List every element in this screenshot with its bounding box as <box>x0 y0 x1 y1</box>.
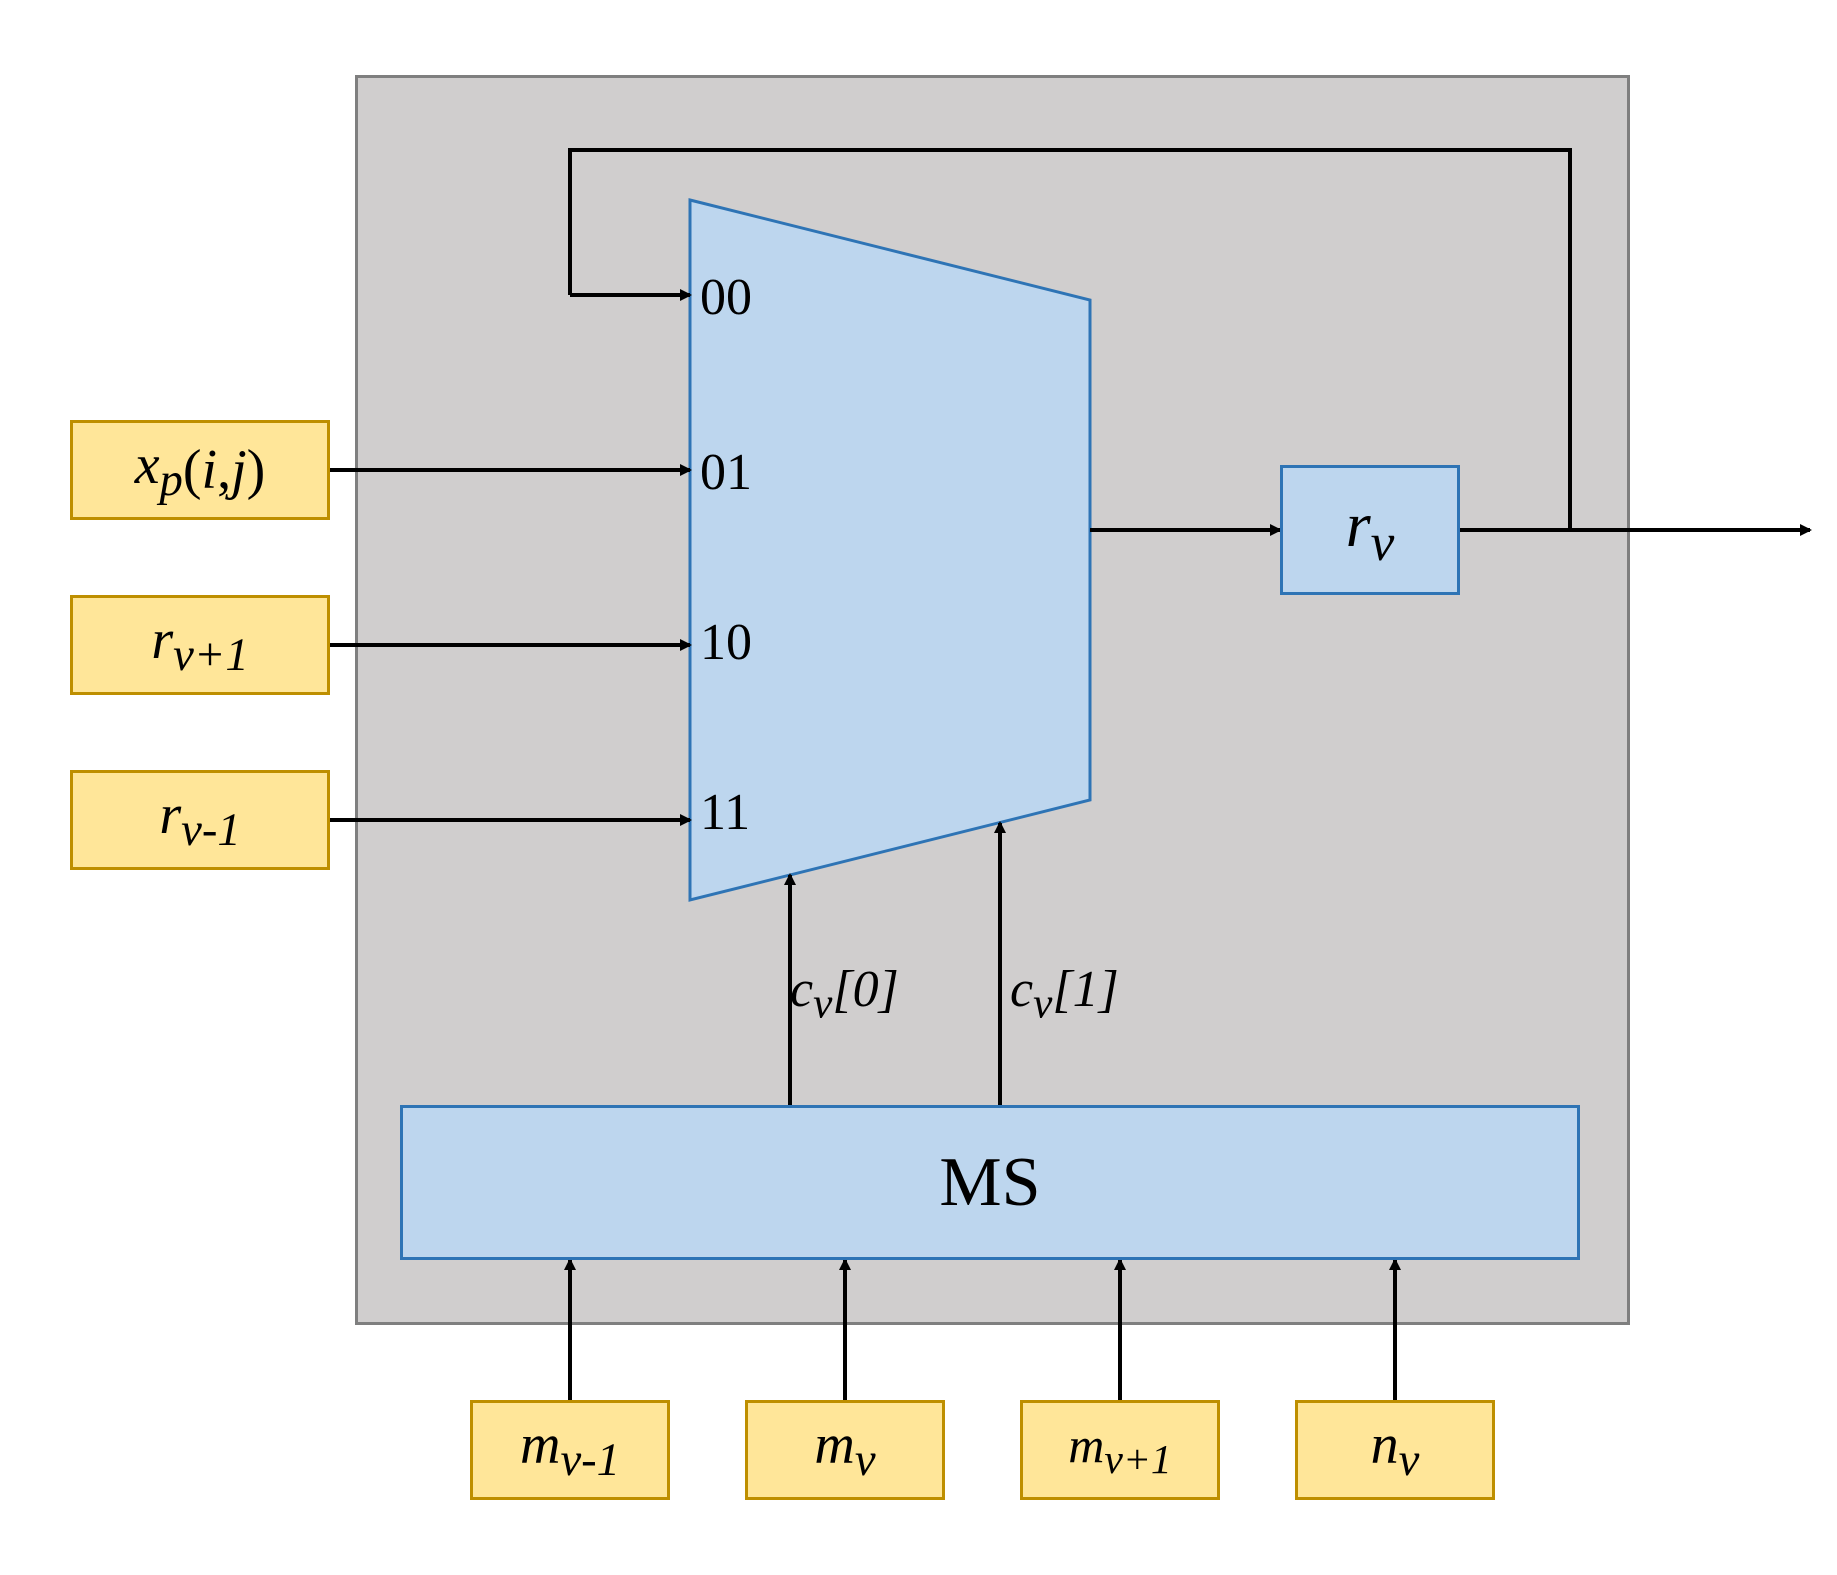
input-rvm1: rv-1 <box>70 770 330 870</box>
input-rvp1: rv+1 <box>70 595 330 695</box>
mux-in-11: 11 <box>700 783 750 842</box>
mux-in-01: 01 <box>700 443 752 502</box>
ms-block: MS <box>400 1105 1580 1260</box>
input-mvp1: mv+1 <box>1020 1400 1220 1500</box>
label-cv1: cv[1] <box>1010 960 1119 1028</box>
mux-in-00: 00 <box>700 268 752 327</box>
label-cv0: cv[0] <box>790 960 899 1028</box>
rv-register: rv <box>1280 465 1460 595</box>
input-xp: xp(i,j) <box>70 420 330 520</box>
input-mvm1: mv-1 <box>470 1400 670 1500</box>
input-nv: nv <box>1295 1400 1495 1500</box>
input-mv: mv <box>745 1400 945 1500</box>
mux-in-10: 10 <box>700 613 752 672</box>
